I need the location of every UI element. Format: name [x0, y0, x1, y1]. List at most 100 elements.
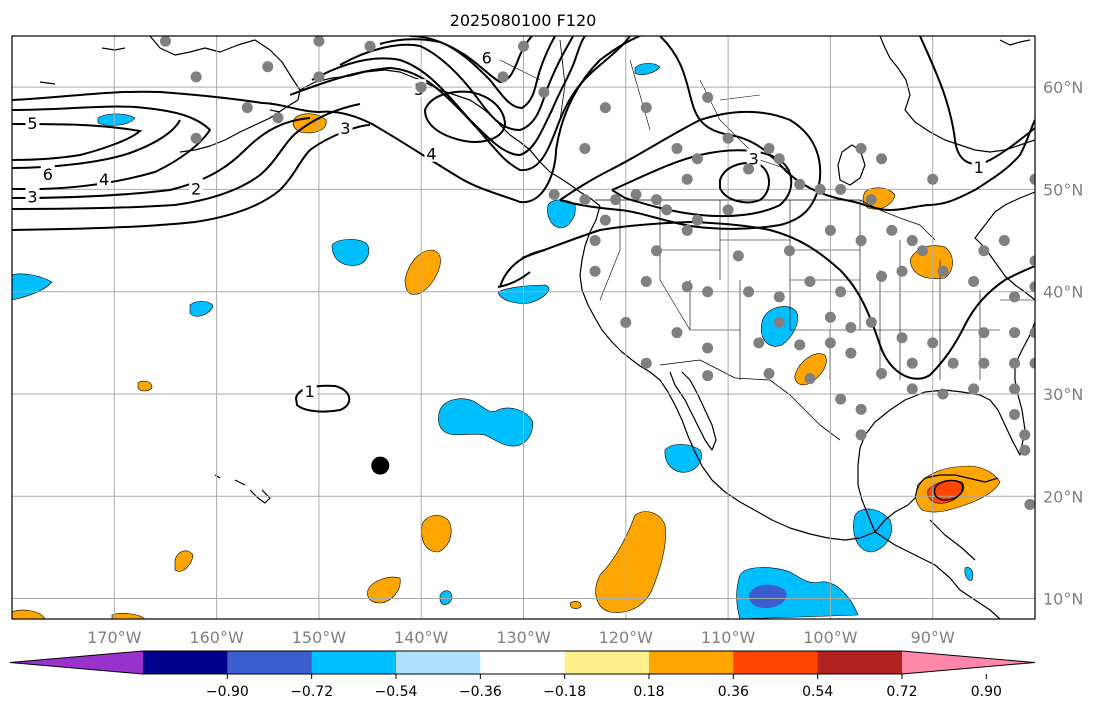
map-title: 2025080100 F120: [450, 11, 597, 30]
contour-label-bg: [40, 164, 55, 183]
station-dot: [650, 245, 662, 257]
colorbar-tick-labels: −0.90 −0.72 −0.54 −0.36 −0.18 0.18 0.36 0.54 0.7…: [206, 674, 1002, 700]
station-dot: [599, 214, 611, 226]
lat-tick-label: 30°N: [1043, 385, 1083, 404]
station-dot: [906, 235, 918, 247]
station-dot: [743, 286, 755, 298]
station-dot: [794, 339, 806, 351]
station-dot: [1009, 291, 1021, 303]
contour-6: [289, 36, 631, 172]
station-dot: [835, 183, 847, 195]
colorbar-segment: [311, 651, 397, 674]
contour-label: 1: [305, 382, 315, 401]
station-dot: [824, 311, 836, 323]
station-dot: [886, 224, 898, 236]
station-dot: [589, 265, 601, 277]
station-dot: [518, 40, 529, 52]
station-dot: [773, 153, 785, 165]
shade-pos-central-pacific: [421, 515, 452, 553]
shade-pos-small-2: [174, 550, 194, 572]
station-dot: [313, 36, 325, 47]
station-dot: [783, 245, 795, 257]
station-dot: [824, 224, 836, 236]
coast-islands: [39, 39, 1031, 113]
shade-neg-small-2: [97, 113, 136, 126]
station-dot: [1019, 444, 1031, 456]
station-dot: [906, 357, 918, 369]
contour-label: 4: [426, 145, 436, 164]
station-dot: [773, 291, 785, 303]
station-dot: [589, 235, 601, 247]
shade-neg-gulf: [853, 508, 892, 553]
lon-tick-label: 140°W: [394, 628, 449, 647]
contour-label-bg: [424, 143, 439, 162]
station-dot: [743, 163, 755, 175]
shade-neg-mexico-south-core: [749, 584, 787, 609]
station-dot: [702, 342, 714, 354]
station-dot: [1009, 383, 1021, 395]
colorbar-segment: [817, 651, 903, 674]
station-dot: [497, 71, 509, 83]
station-dot: [896, 332, 908, 344]
lat-tick-label: 50°N: [1043, 180, 1083, 199]
station-dot: [804, 373, 816, 385]
contour-8: [339, 36, 574, 132]
colorbar-segment: [733, 651, 819, 674]
station-dot: [927, 337, 939, 349]
station-dot: [937, 388, 949, 400]
contour-13: [497, 249, 546, 288]
colorbar-segment: [480, 651, 566, 674]
contour-17: [919, 36, 1035, 165]
station-dot: [620, 316, 632, 328]
station-dot: [763, 143, 775, 155]
contour-label-bg: [971, 156, 986, 175]
station-dot: [947, 357, 959, 369]
station-dot: [579, 194, 591, 206]
station-dot: [855, 403, 867, 415]
station-dot: [773, 316, 785, 328]
lon-tick-label: 90°W: [911, 628, 955, 647]
station-dot: [722, 132, 734, 144]
station-dot: [1029, 255, 1035, 267]
station-dot: [835, 393, 847, 405]
contour-15: [611, 149, 793, 218]
coast-hawaii: [214, 474, 271, 504]
station-dot: [804, 275, 816, 287]
target-marker: [371, 456, 390, 475]
contour-label: 3: [27, 188, 37, 207]
contour-label-bg: [97, 169, 112, 188]
station-dot: [753, 337, 765, 349]
coast-hudson: [837, 144, 866, 186]
station-dot: [538, 86, 550, 98]
colorbar-segment: [649, 651, 734, 674]
station-dot: [927, 173, 939, 185]
station-dot: [691, 214, 703, 226]
lat-tick-label: 60°N: [1043, 78, 1083, 97]
coast-baja: [669, 371, 717, 451]
colorbar-tick-label: −0.36: [459, 684, 502, 700]
contour-label: 6: [43, 165, 53, 184]
lon-tick-label: 120°W: [599, 628, 654, 647]
colorbar-tick-label: 0.72: [886, 684, 917, 700]
station-dot: [845, 322, 857, 333]
contour-5: [12, 124, 371, 231]
shade-pos-subtropic: [404, 249, 441, 295]
colorbar-tick-label: −0.72: [290, 684, 333, 700]
contour-16: [719, 162, 770, 204]
station-dot: [896, 265, 908, 277]
station-dot: [681, 224, 693, 236]
contour-label-bg: [25, 186, 40, 205]
station-dot: [906, 383, 918, 395]
colorbar-segment: [227, 651, 313, 674]
shade-neg-ne-pacific: [331, 239, 370, 266]
contour-label: 6: [482, 48, 492, 67]
coast-gulf: [857, 389, 1026, 533]
station-dot: [702, 370, 714, 382]
station-dot: [876, 270, 888, 282]
station-dot: [968, 383, 980, 395]
station-dot: [640, 102, 652, 114]
lat-tick-label: 10°N: [1043, 590, 1083, 609]
station-dot: [579, 143, 591, 155]
colorbar-tick-label: 0.54: [802, 684, 833, 700]
shade-pos-small-4: [569, 601, 582, 609]
